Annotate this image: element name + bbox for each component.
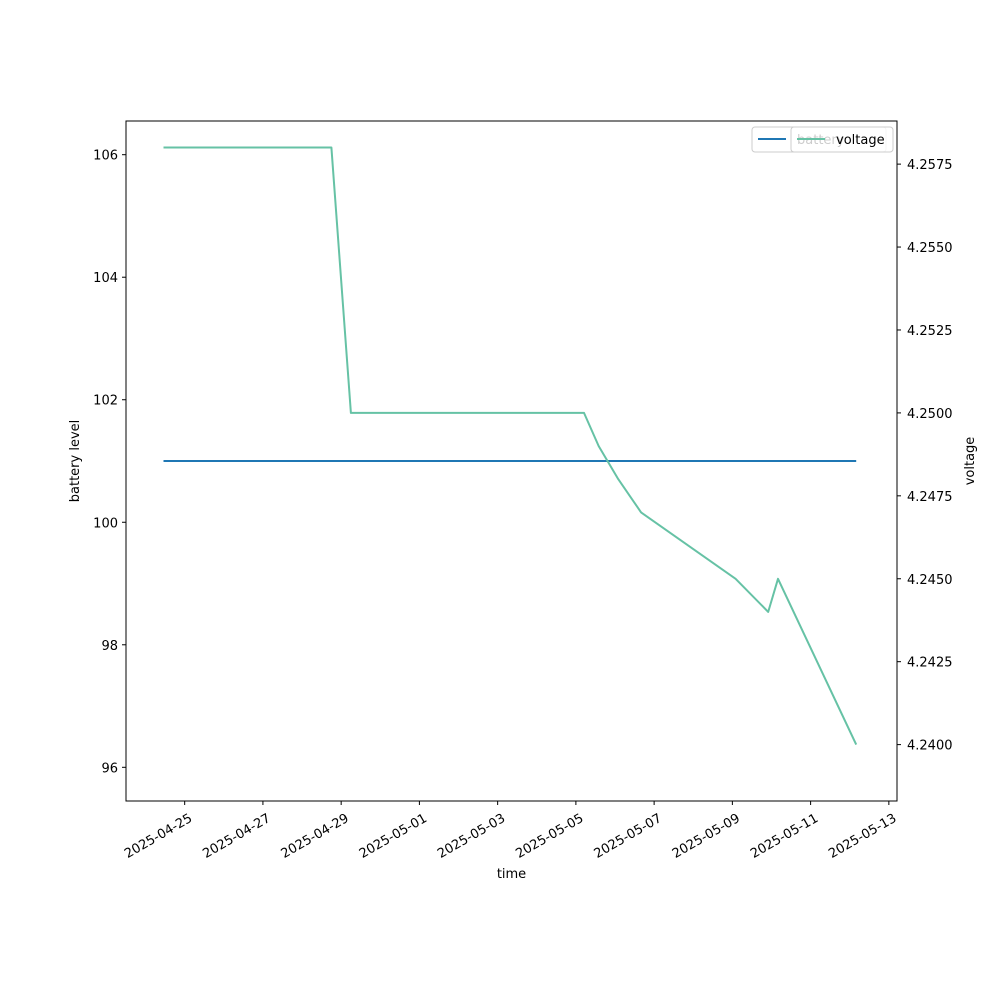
right-y-axis-title: voltage: [963, 437, 978, 486]
left-y-tick-label: 102: [93, 394, 118, 409]
left-y-axis: 96 98 100 102 104 106: [93, 149, 126, 776]
left-y-tick-label: 96: [101, 761, 118, 776]
right-y-axis: 4.2400 4.2425 4.2450 4.2475 4.2500 4.2525 4.25…: [897, 158, 953, 754]
x-axis-title: time: [497, 867, 526, 882]
x-tick-label: 2025-05-07: [592, 811, 665, 862]
right-y-tick-label: 4.2575: [907, 158, 953, 173]
right-y-tick-label: 4.2475: [907, 490, 953, 505]
legend-voltage: voltage: [790, 126, 894, 153]
x-tick-label: 2025-04-29: [279, 811, 352, 862]
legend-box: [790, 126, 894, 153]
left-y-tick-label: 98: [101, 639, 118, 654]
legends: batteryvoltage: [751, 126, 894, 153]
x-tick-label: 2025-05-03: [435, 811, 508, 862]
left-y-tick-label: 104: [93, 271, 118, 286]
right-y-tick-label: 4.2450: [907, 573, 953, 588]
x-tick-label: 2025-05-05: [513, 811, 586, 862]
x-tick-label: 2025-05-09: [670, 811, 743, 862]
x-tick-label: 2025-05-13: [826, 811, 899, 862]
plot-frame: [125, 120, 898, 802]
legend-label-voltage: voltage: [836, 133, 885, 148]
x-tick-label: 2025-05-01: [357, 811, 430, 862]
left-y-axis-title: battery level: [68, 420, 83, 503]
left-y-tick-label: 106: [93, 149, 118, 164]
right-y-tick-label: 4.2500: [907, 407, 953, 422]
x-axis: 2025-04-25 2025-04-27 2025-04-29 2025-05-01…: [122, 801, 899, 862]
series-line-voltage: [163, 146, 858, 746]
left-y-tick-label: 100: [93, 516, 118, 531]
right-y-tick-label: 4.2550: [907, 241, 953, 256]
series-layer: [163, 146, 858, 746]
right-y-tick-label: 4.2425: [907, 656, 953, 671]
x-tick-label: 2025-04-25: [122, 811, 195, 862]
x-tick-label: 2025-04-27: [200, 811, 273, 862]
x-tick-label: 2025-05-11: [748, 811, 821, 862]
right-y-tick-label: 4.2400: [907, 739, 953, 754]
right-y-tick-label: 4.2525: [907, 324, 953, 339]
